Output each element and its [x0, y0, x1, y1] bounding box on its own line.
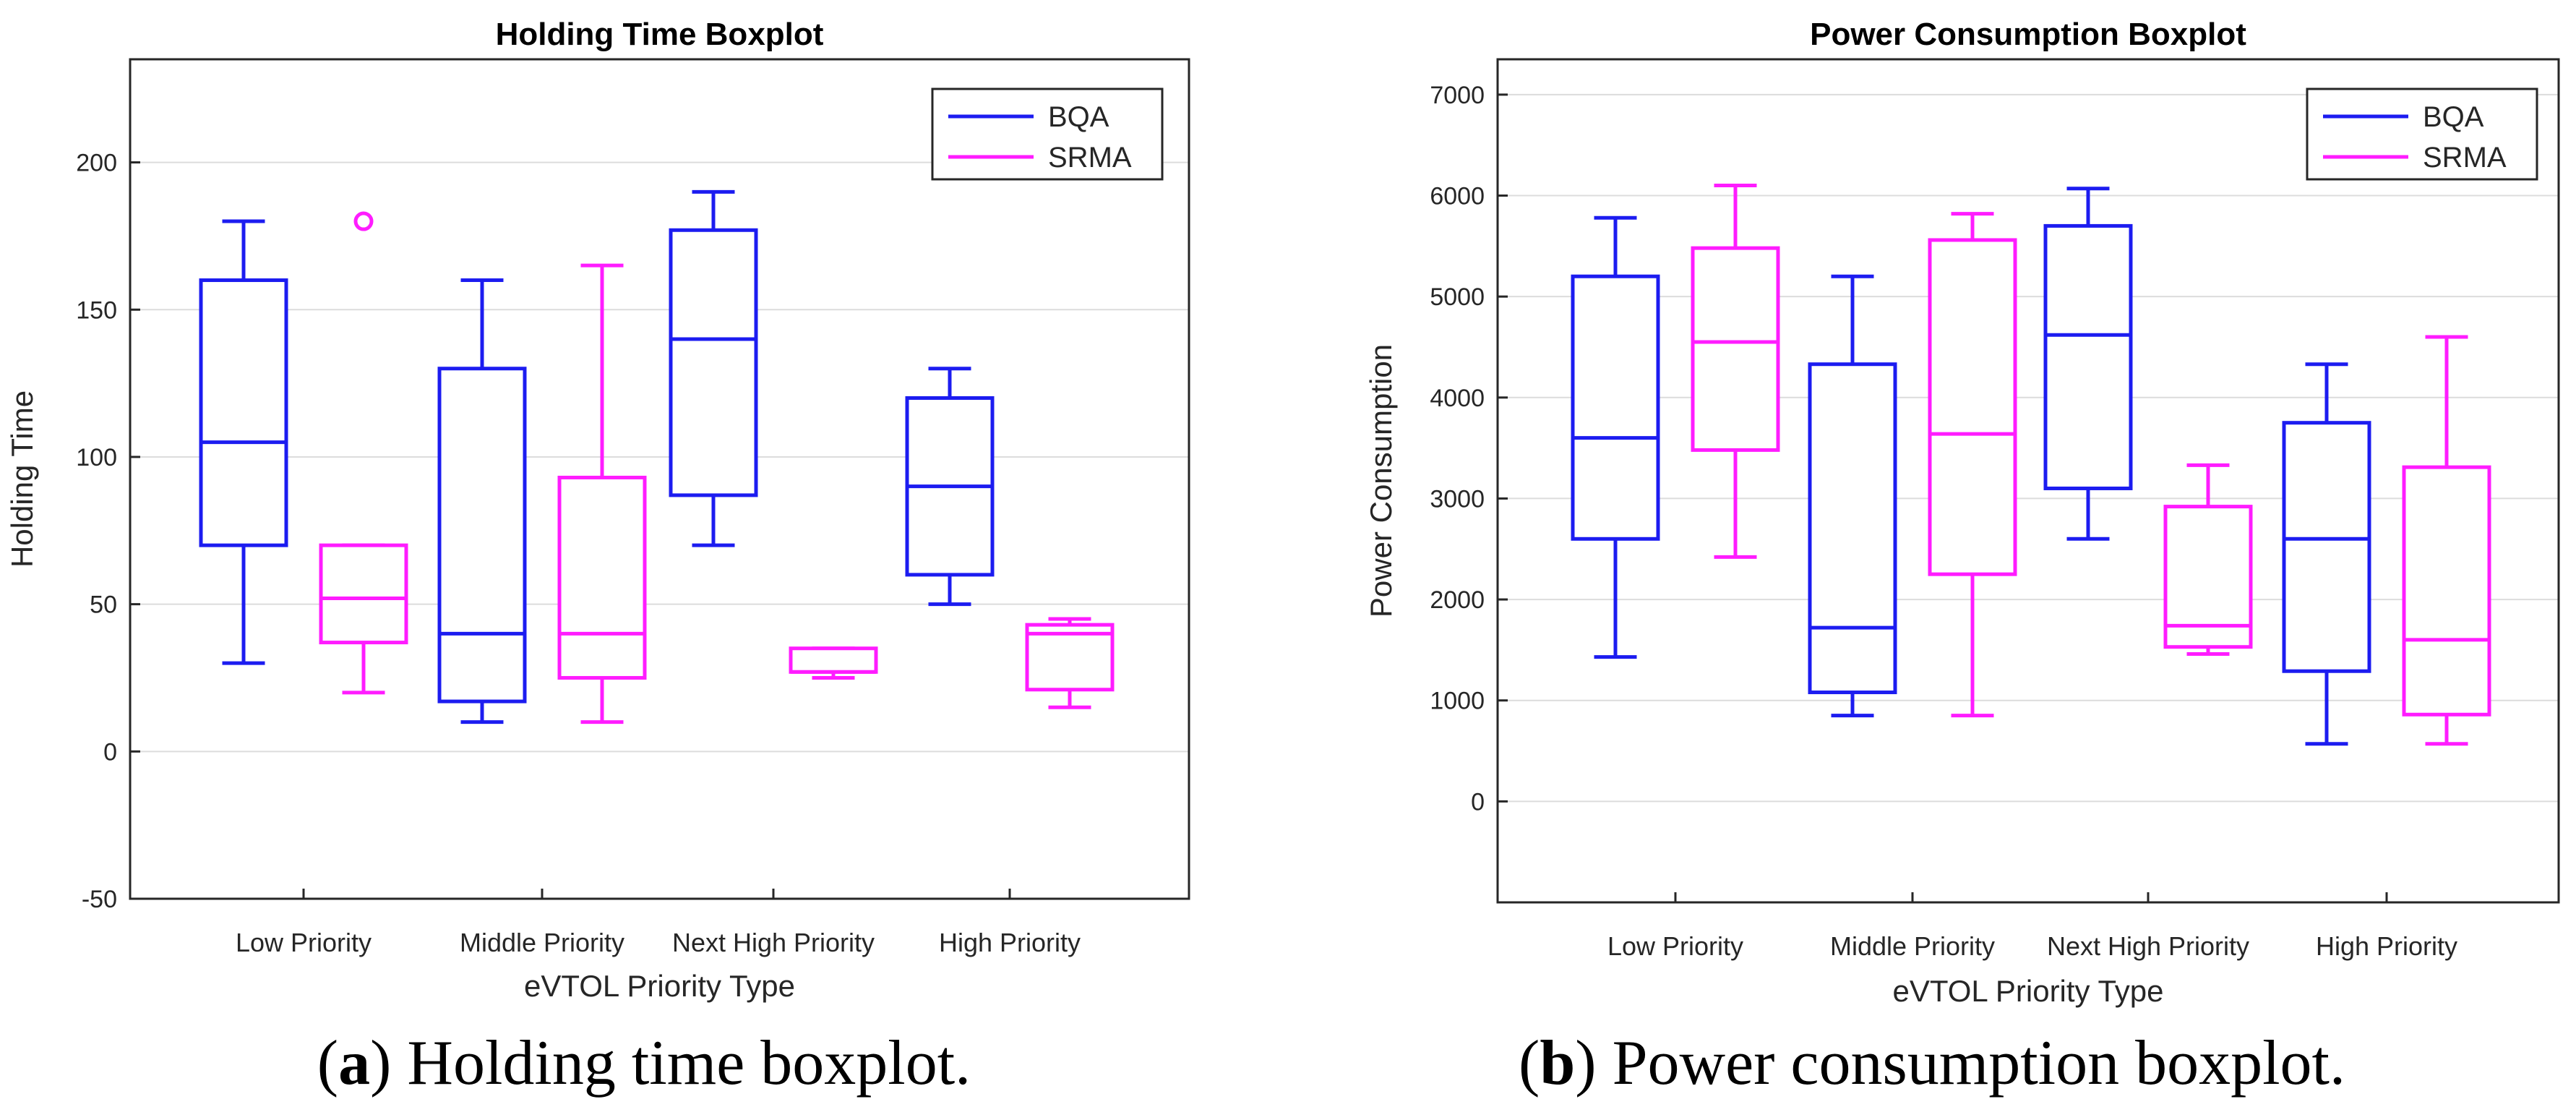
y-tick-label: 150: [76, 296, 117, 324]
box-body: [437, 367, 527, 704]
y-axis-label: Holding Time: [5, 390, 39, 568]
box-body: [557, 475, 647, 680]
box-bqa-0: [199, 219, 288, 665]
x-tick-label: Low Priority: [1607, 931, 1743, 961]
x-tick-label: Middle Priority: [460, 928, 624, 957]
x-tick-label: Middle Priority: [1830, 931, 1995, 961]
legend: BQA SRMA: [2306, 87, 2538, 181]
box-bqa-3: [2282, 362, 2371, 746]
outlier-point: [353, 211, 374, 231]
box-bqa-3: [905, 367, 995, 607]
x-tick-label: Low Priority: [236, 928, 372, 957]
series-bqa: [199, 189, 995, 724]
legend-label: SRMA: [2423, 142, 2507, 174]
y-axis-label: Power Consumption: [1364, 344, 1398, 617]
y-tick-label: 7000: [1430, 82, 1485, 109]
y-tick-label: 0: [103, 738, 117, 766]
box-srma-1: [1928, 212, 2017, 718]
y-tick-label: 6000: [1430, 183, 1485, 210]
box-body: [1691, 246, 1780, 452]
x-tick-label: Next High Priority: [2047, 931, 2249, 961]
box-body: [319, 543, 408, 645]
caption-b: (b) Power consumption boxplot.: [1519, 1028, 2345, 1098]
chart-title: Power Consumption Boxplot: [1810, 17, 2246, 52]
caption-b-text: Power consumption boxplot.: [1612, 1028, 2345, 1098]
series-bqa: [1571, 187, 2371, 746]
box-body: [789, 646, 878, 674]
y-tick-label: 5000: [1430, 283, 1485, 311]
y-tick-label: 0: [1471, 788, 1485, 816]
legend-label: SRMA: [1048, 142, 1132, 174]
x-axis-label: eVTOL Priority Type: [1892, 974, 2163, 1008]
y-tick-label: 1000: [1430, 688, 1485, 715]
y-tick-label: 100: [76, 444, 117, 471]
y-tick-label: 200: [76, 150, 117, 177]
legend: BQA SRMA: [931, 87, 1164, 181]
caption-b-label: b: [1540, 1028, 1576, 1098]
box-body: [1025, 623, 1115, 692]
caption-a: (a) Holding time boxplot.: [317, 1028, 971, 1098]
x-axis-label: eVTOL Priority Type: [524, 969, 795, 1003]
box-bqa-1: [437, 278, 527, 724]
chart-power-consumption: 0 1000 2000 3000 4000 5000 6000 7000 Low Priorit…: [1364, 17, 2560, 1008]
caption-a-label: a: [338, 1028, 371, 1098]
series-srma: [1691, 184, 2491, 746]
box-body: [2282, 421, 2371, 673]
series-srma: [319, 211, 1115, 724]
box-body: [1928, 238, 2017, 576]
box-srma-0: [1691, 184, 1780, 559]
x-tick-label: Next High Priority: [672, 928, 875, 957]
box-srma-3: [1025, 617, 1115, 709]
legend-label: BQA: [2423, 101, 2484, 133]
box-body: [669, 228, 758, 497]
box-body: [1808, 362, 1897, 695]
box-body: [2402, 465, 2491, 717]
y-tick-label: 4000: [1430, 385, 1485, 412]
box-body: [2163, 505, 2253, 649]
box-bqa-2: [669, 189, 758, 547]
box-bqa-0: [1571, 215, 1660, 659]
box-srma-3: [2402, 335, 2491, 746]
x-tick-label: High Priority: [2316, 931, 2457, 961]
box-srma-1: [557, 263, 647, 724]
box-bqa-1: [1808, 274, 1897, 718]
legend-box: [2306, 87, 2538, 181]
plot-frame: [129, 58, 1190, 900]
box-srma-2: [789, 646, 878, 680]
caption-a-text: Holding time boxplot.: [407, 1028, 971, 1098]
y-tick-label: 3000: [1430, 485, 1485, 513]
chart-holding-time: -50 0 50 100 150 200 Low Priority Middle Priori…: [5, 17, 1190, 1003]
box-body: [2043, 223, 2133, 490]
box-body: [1571, 274, 1660, 541]
y-tick-label: -50: [82, 886, 117, 913]
y-tick-label: 50: [90, 591, 117, 619]
plot-frame: [1496, 58, 2560, 904]
box-srma-2: [2163, 463, 2253, 656]
x-tick-label: High Priority: [939, 928, 1081, 957]
legend-label: BQA: [1048, 101, 1109, 133]
box-bqa-2: [2043, 187, 2133, 541]
chart-title: Holding Time Boxplot: [496, 17, 824, 52]
box-srma-0: [319, 211, 408, 695]
legend-box: [931, 87, 1164, 181]
y-tick-label: 2000: [1430, 586, 1485, 614]
box-body: [199, 278, 288, 547]
